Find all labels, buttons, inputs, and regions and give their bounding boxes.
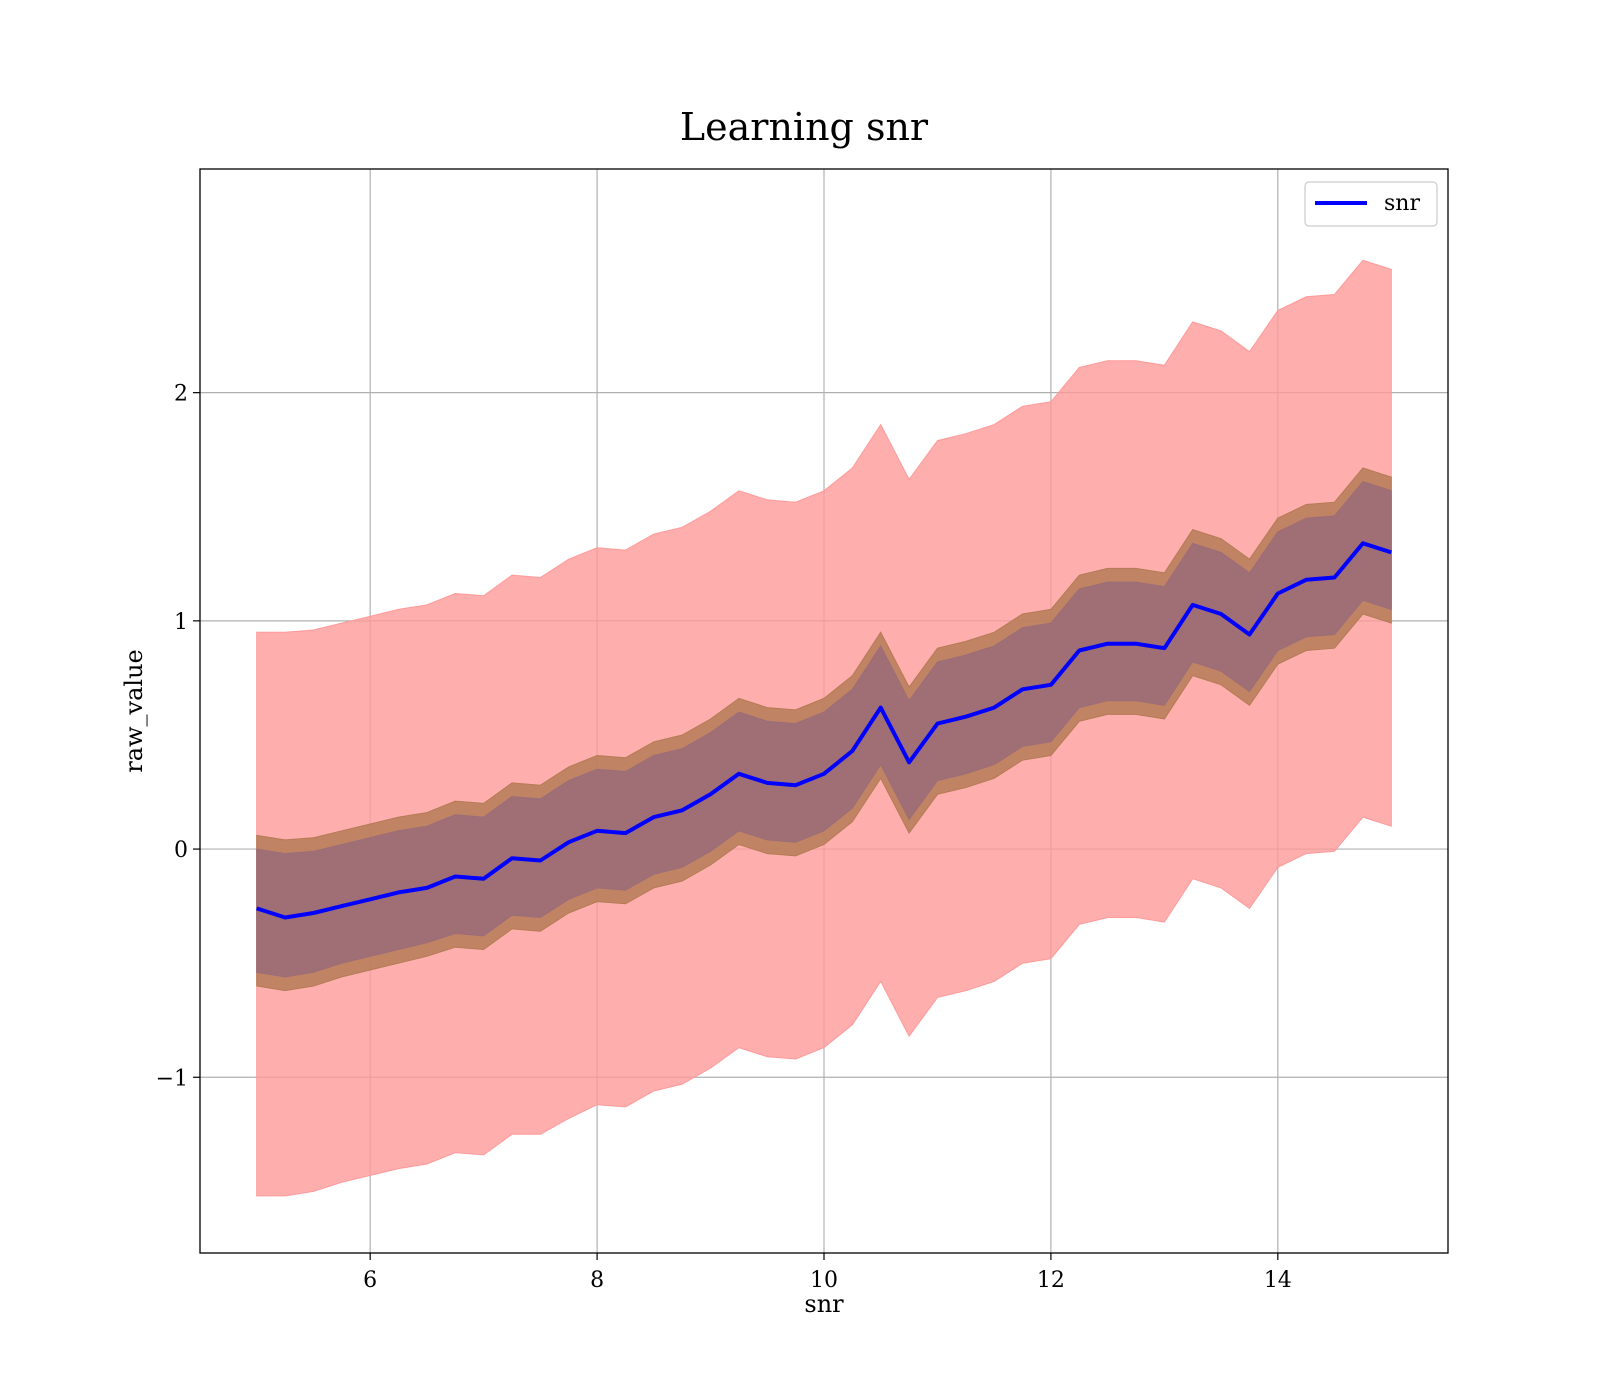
- y-tick-label: −1: [156, 1066, 188, 1091]
- y-axis-label: raw_value: [120, 649, 148, 773]
- x-tick-label: 6: [363, 1268, 377, 1293]
- y-tick-label: 0: [174, 838, 188, 863]
- x-tick-label: 14: [1264, 1268, 1292, 1293]
- x-tick-label: 10: [810, 1268, 838, 1293]
- chart-title: Learning snr: [680, 105, 929, 149]
- x-tick-label: 8: [590, 1268, 604, 1293]
- y-tick-label: 1: [174, 610, 188, 635]
- legend: snr: [1304, 181, 1438, 227]
- series-line-snr: [256, 541, 1392, 920]
- series-lines: [256, 541, 1392, 920]
- legend-label-snr: snr: [1384, 191, 1420, 216]
- legend-box: [1304, 181, 1438, 227]
- x-axis-label: snr: [804, 1290, 844, 1318]
- y-tick-label: 2: [174, 382, 188, 407]
- x-tick-label: 12: [1037, 1268, 1065, 1293]
- inner-band: [256, 481, 1392, 978]
